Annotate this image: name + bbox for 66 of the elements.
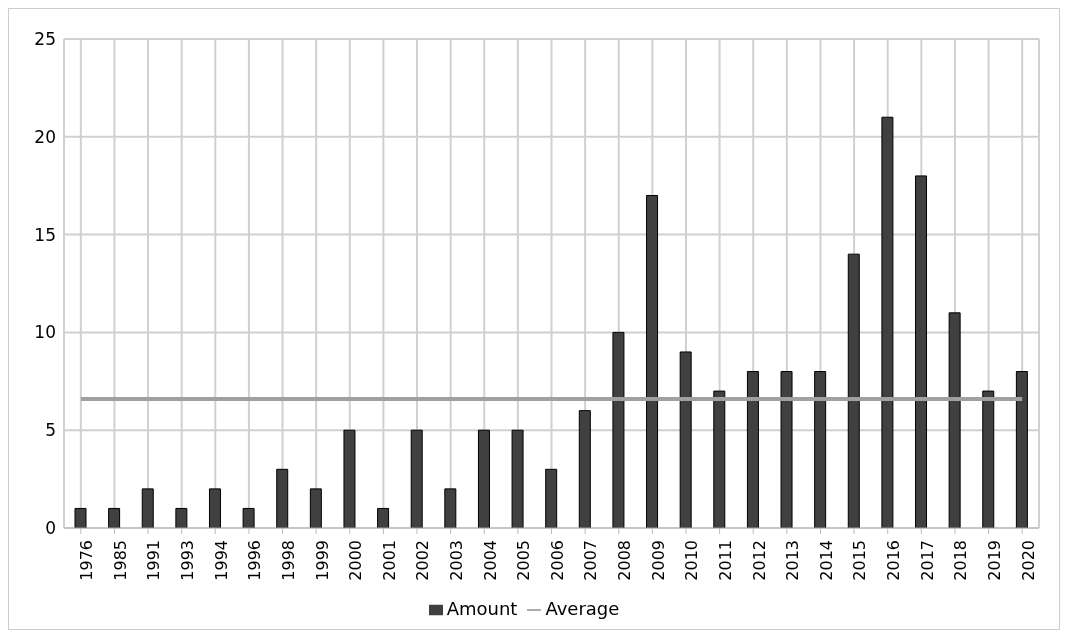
- x-tick-label: 2014: [816, 540, 836, 581]
- x-tick-label: 2020: [1018, 540, 1038, 581]
- bar: [477, 429, 490, 528]
- x-tick-label: 1985: [110, 540, 130, 581]
- y-tick-label: 0: [45, 518, 56, 539]
- x-tick-label: 2018: [951, 540, 971, 581]
- x-tick-label: 2015: [850, 540, 870, 581]
- x-tick-label: 2000: [346, 540, 366, 581]
- bar: [242, 507, 255, 528]
- bar: [444, 488, 457, 528]
- bar: [847, 253, 860, 528]
- x-tick-label: 2002: [413, 540, 433, 581]
- bar: [141, 488, 154, 528]
- x-tick-label: 1991: [144, 540, 164, 581]
- x-tick-label: 2013: [783, 540, 803, 581]
- bar: [74, 507, 87, 528]
- legend-label: Amount: [446, 598, 518, 619]
- x-tick-label: 1996: [245, 540, 265, 581]
- y-tick-label: 15: [34, 224, 56, 245]
- x-tick-label: 2009: [648, 540, 668, 581]
- bar: [612, 331, 625, 528]
- bar: [679, 351, 692, 528]
- bar: [780, 371, 793, 528]
- bar: [377, 507, 390, 528]
- bar: [948, 312, 961, 528]
- x-tick-label: 2008: [615, 540, 635, 581]
- bar: [1015, 371, 1028, 528]
- bar: [309, 488, 322, 528]
- x-tick-label: 2017: [917, 540, 937, 581]
- x-tick-label: 1999: [312, 540, 332, 581]
- x-tick-label: 2012: [749, 540, 769, 581]
- x-tick-label: 2001: [379, 540, 399, 581]
- x-tick-label: 2004: [480, 540, 500, 581]
- legend-label: Average: [545, 598, 620, 619]
- bar: [646, 194, 659, 528]
- bar: [814, 371, 827, 528]
- x-tick-label: 2006: [547, 540, 567, 581]
- x-tick-label: 2003: [447, 540, 466, 581]
- x-tick-label: 2005: [514, 540, 534, 581]
- bar: [108, 507, 121, 528]
- x-tick-label: 2011: [715, 540, 735, 581]
- bar: [982, 390, 995, 528]
- bar: [746, 371, 759, 528]
- y-tick-label: 5: [45, 420, 56, 441]
- x-tick-label: 1994: [211, 540, 231, 581]
- y-tick-label: 10: [34, 322, 56, 343]
- y-tick-label: 25: [34, 29, 56, 50]
- bar: [578, 410, 591, 528]
- bar: [915, 175, 928, 528]
- x-tick-label: 2016: [884, 540, 904, 581]
- x-tick-label: 2007: [581, 540, 601, 581]
- bar: [343, 429, 356, 528]
- bar: [713, 390, 726, 528]
- x-tick-label: 1998: [278, 540, 298, 581]
- bar: [276, 468, 289, 528]
- bar: [881, 116, 894, 528]
- bar: [511, 429, 524, 528]
- y-tick-label: 20: [34, 126, 56, 147]
- bar: [175, 507, 188, 528]
- x-tick-label: 2010: [682, 540, 702, 581]
- bar: [208, 488, 221, 528]
- bar: [410, 429, 423, 528]
- x-tick-label: 1976: [77, 540, 97, 581]
- x-tick-label: 2019: [984, 540, 1004, 581]
- bar: [545, 468, 558, 528]
- x-tick-label: 1993: [178, 540, 198, 581]
